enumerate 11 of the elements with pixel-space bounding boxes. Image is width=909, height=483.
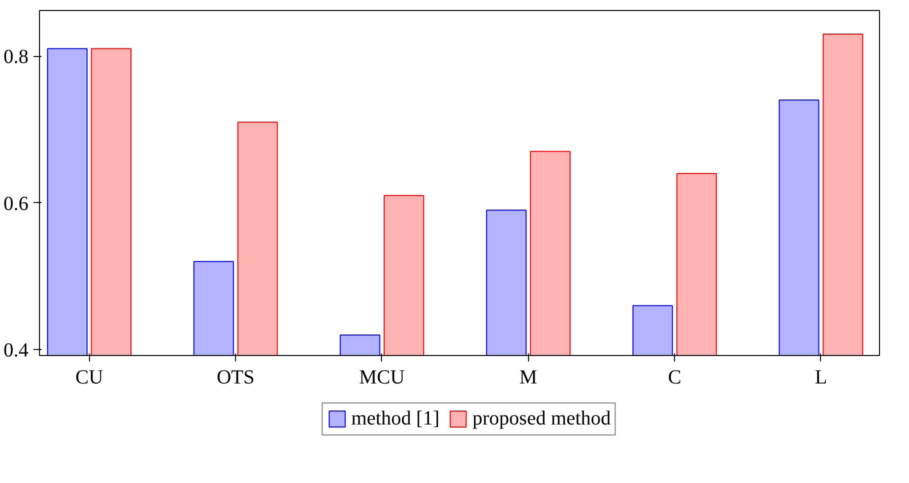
x-tick-label: MCU bbox=[359, 366, 406, 388]
x-tick-label: CU bbox=[75, 366, 104, 388]
x-tick-label: C bbox=[668, 366, 682, 388]
legend-label: method [1] bbox=[351, 407, 440, 430]
x-tick-label: L bbox=[814, 366, 828, 388]
x-tick-label: OTS bbox=[216, 366, 255, 388]
y-tick-label: 0.8 bbox=[4, 46, 28, 68]
legend-label: proposed method bbox=[472, 407, 611, 430]
x-tick-label: M bbox=[519, 366, 538, 388]
y-tick-label: 0.6 bbox=[4, 192, 28, 215]
y-tick-label: 0.4 bbox=[4, 340, 28, 362]
